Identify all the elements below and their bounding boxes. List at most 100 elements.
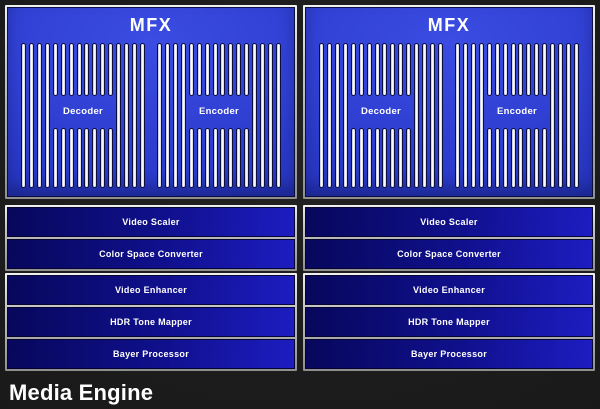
codec-row: Decoder Encoder <box>305 41 593 188</box>
pin-stripe <box>486 128 492 188</box>
mfx-title: MFX <box>427 15 471 35</box>
engine-columns: MFX Decoder Encoder Video <box>5 5 595 373</box>
pin-stripe <box>268 43 274 188</box>
pin-stripe <box>188 128 194 188</box>
pin-stripe <box>518 43 524 96</box>
pin-stripe <box>52 128 58 188</box>
pin-stripe <box>84 128 90 188</box>
pin-stripe <box>204 43 210 96</box>
pin-stripe <box>252 43 258 188</box>
pin-stripe <box>92 128 98 188</box>
media-engine-column-1: MFX Decoder Encoder Video <box>5 5 297 373</box>
pin-stripe <box>68 128 74 188</box>
pin-stripe <box>188 43 194 96</box>
pin-stripe <box>542 43 548 96</box>
pin-stripe <box>164 43 170 188</box>
pin-stripe <box>390 128 396 188</box>
pin-stripe <box>180 43 186 188</box>
pin-stripe <box>108 128 114 188</box>
pin-stripe <box>220 128 226 188</box>
pin-stripe <box>455 43 460 188</box>
pin-stripe <box>260 43 266 188</box>
pin-stripe <box>478 43 484 188</box>
mfx-unit-1: MFX Decoder Encoder <box>5 5 297 199</box>
pipeline-row-label: Bayer Processor <box>112 349 190 359</box>
mfx-title: MFX <box>129 15 173 35</box>
pipeline-row-label: HDR Tone Mapper <box>408 317 490 327</box>
pipeline-row-hdr-tone-mapper: HDR Tone Mapper <box>305 307 593 337</box>
decoder-label: Decoder <box>62 106 104 117</box>
pin-stripe <box>244 43 250 96</box>
media-engine-title-text: Media Engine <box>9 380 154 405</box>
pin-stripe <box>140 43 145 188</box>
pin-stripe <box>406 128 412 188</box>
pin-stripe <box>21 43 26 188</box>
pin-stripe <box>566 43 572 188</box>
encoder-block: Encoder <box>455 43 579 188</box>
pin-stripe <box>358 43 364 96</box>
pin-stripe <box>542 128 548 188</box>
pipeline-row-label: Video Enhancer <box>114 285 188 295</box>
mfx-unit-2: MFX Decoder Encoder <box>303 5 595 199</box>
pin-stripe <box>196 128 202 188</box>
pipeline-row-label: Video Enhancer <box>412 285 486 295</box>
pin-stripe <box>406 43 412 96</box>
pin-stripe <box>212 43 218 96</box>
pin-stripe <box>28 43 34 188</box>
pin-stripe <box>438 43 443 188</box>
pin-stripe <box>326 43 332 188</box>
pin-stripe <box>486 43 492 96</box>
pin-stripe <box>462 43 468 188</box>
pin-stripe <box>374 128 380 188</box>
encoder-block: Encoder <box>157 43 281 188</box>
pin-stripe <box>172 43 178 188</box>
pin-stripe <box>510 43 516 96</box>
pin-stripe <box>350 43 356 96</box>
pin-stripe <box>334 43 340 188</box>
pin-stripe <box>358 128 364 188</box>
pin-stripe <box>374 43 380 96</box>
pin-stripe <box>398 128 404 188</box>
pin-stripe <box>228 128 234 188</box>
pin-stripe <box>196 43 202 96</box>
pin-stripe <box>76 43 82 96</box>
codec-row: Decoder Encoder <box>7 41 295 188</box>
pin-stripe <box>518 128 524 188</box>
pipeline-row-color-space-converter: Color Space Converter <box>305 239 593 269</box>
pipeline-group-enhance-1: Video Enhancer HDR Tone Mapper Bayer Pro… <box>5 273 297 371</box>
pin-stripe <box>212 128 218 188</box>
pin-stripe <box>470 43 476 188</box>
pin-stripe <box>60 128 66 188</box>
encoder-label: Encoder <box>496 106 538 117</box>
pipeline-row-bayer-processor: Bayer Processor <box>7 339 295 369</box>
pin-stripe <box>319 43 324 188</box>
pin-stripe <box>422 43 428 188</box>
pin-stripe <box>100 128 106 188</box>
pin-stripe <box>228 43 234 96</box>
pin-stripe <box>350 128 356 188</box>
pin-stripe <box>236 128 242 188</box>
pin-stripe <box>430 43 436 188</box>
pin-stripe <box>366 43 372 96</box>
pin-stripe <box>534 128 540 188</box>
decoder-block: Decoder <box>319 43 443 188</box>
pin-stripe <box>494 128 500 188</box>
pin-stripe <box>534 43 540 96</box>
decoder-block: Decoder <box>21 43 145 188</box>
pipeline-row-label: Video Scaler <box>122 217 180 227</box>
pin-stripe <box>157 43 162 188</box>
pin-stripe <box>44 43 50 188</box>
pin-stripe <box>100 43 106 96</box>
pin-stripe <box>414 43 420 188</box>
pin-stripe <box>124 43 130 188</box>
pin-stripe <box>68 43 74 96</box>
pin-stripe <box>60 43 66 96</box>
pipeline-row-color-space-converter: Color Space Converter <box>7 239 295 269</box>
pin-stripe <box>558 43 564 188</box>
media-engine-title: Media Engine <box>5 380 595 406</box>
pipeline-row-label: Color Space Converter <box>397 249 501 259</box>
pin-stripe <box>502 43 508 96</box>
pin-stripe <box>108 43 114 96</box>
pipeline-group-scaling-1: Video Scaler Color Space Converter <box>5 205 297 271</box>
mfx-unit-1-body: MFX Decoder Encoder <box>7 7 295 197</box>
